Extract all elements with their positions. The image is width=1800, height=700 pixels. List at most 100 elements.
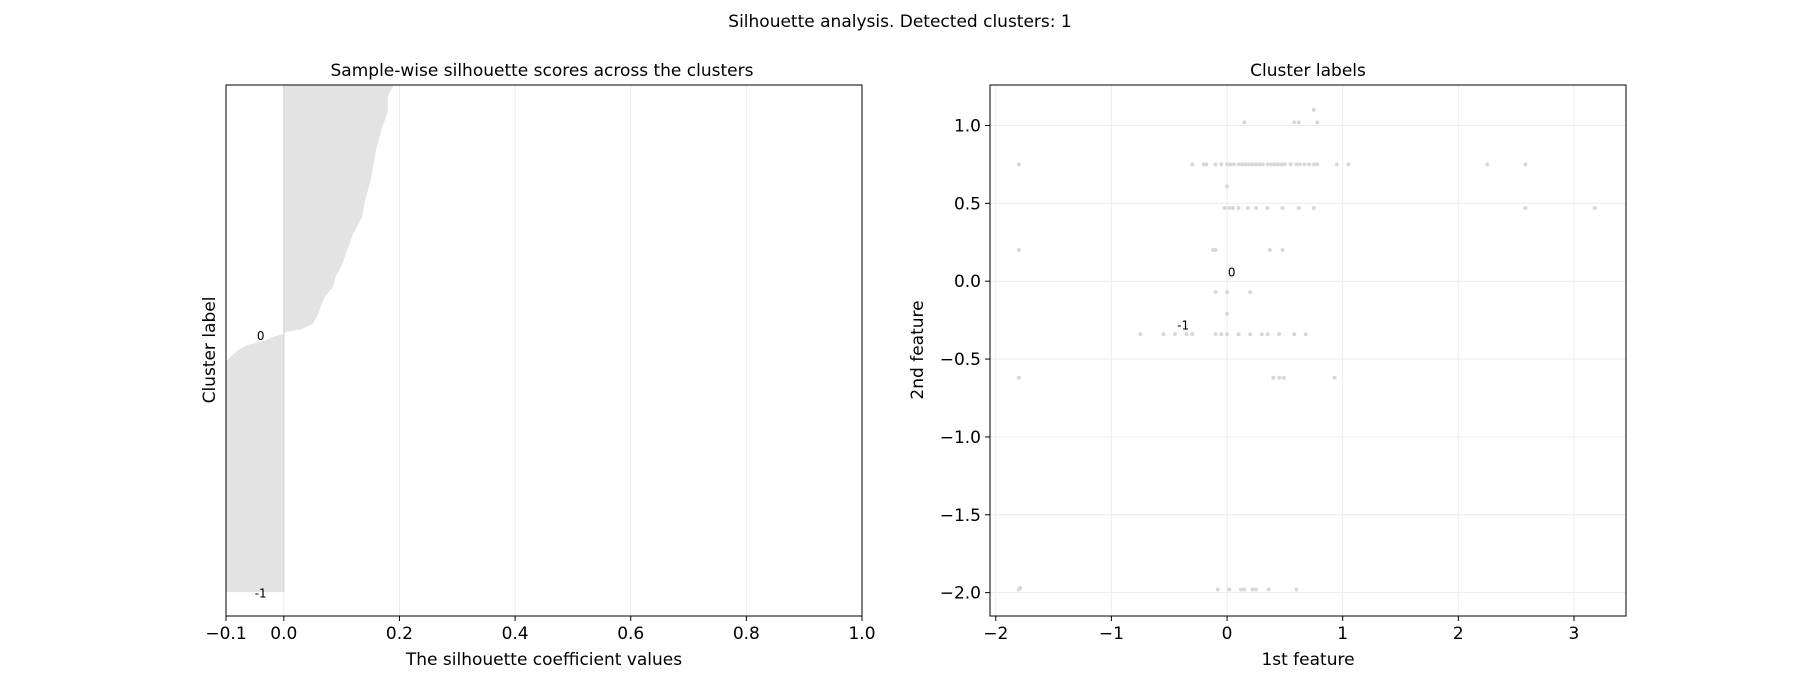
scatter-point	[1253, 162, 1258, 167]
scatter-point	[1242, 587, 1247, 592]
scatter-point	[1259, 332, 1264, 337]
left-x-axis-label: The silhouette coefficient values	[405, 650, 682, 670]
scatter-point	[1190, 162, 1195, 167]
scatter-point	[1268, 162, 1273, 167]
scatter-point	[1280, 248, 1285, 253]
left-x-tick-label: 1.0	[848, 624, 875, 644]
scatter-point	[1250, 162, 1255, 167]
right-x-tick-label: 3	[1569, 624, 1580, 644]
right-x-tick-label: −1	[1099, 624, 1124, 644]
scatter-point	[1260, 162, 1265, 167]
scatter-point	[1257, 162, 1262, 167]
scatter-point	[1288, 162, 1293, 167]
silhouette-panel: Sample-wise silhouette scores across the…	[200, 61, 876, 670]
scatter-point	[1248, 332, 1253, 337]
left-x-tick-label: −0.1	[205, 624, 246, 644]
scatter-point	[1242, 120, 1247, 125]
scatter-point	[1523, 162, 1528, 167]
scatter-point	[1161, 332, 1166, 337]
scatter-points	[1016, 107, 1597, 592]
scatter-point	[1225, 290, 1230, 295]
scatter-point	[1016, 162, 1021, 167]
scatter-point	[1277, 375, 1282, 380]
scatter-point	[1485, 162, 1490, 167]
scatter-point	[1225, 184, 1230, 189]
left-axes-frame	[225, 84, 863, 617]
right-y-tick-label: −2.0	[940, 584, 981, 604]
right-x-axis-label: 1st feature	[1261, 650, 1354, 670]
scatter-point	[1227, 206, 1232, 211]
scatter-point	[1267, 248, 1272, 253]
figure-suptitle: Silhouette analysis. Detected clusters: …	[728, 12, 1071, 32]
left-x-tick-label: 0.4	[502, 624, 529, 644]
silhouette-area	[226, 85, 394, 593]
scatter-point	[1227, 587, 1232, 592]
right-cluster-annotations: 0 -1	[1177, 266, 1235, 333]
scatter-point	[1248, 290, 1253, 295]
scatter-point	[1303, 332, 1308, 337]
left-x-tick-label: 0.2	[386, 624, 413, 644]
scatter-point	[1297, 162, 1302, 167]
scatter-point	[1311, 162, 1316, 167]
scatter-point	[1236, 206, 1241, 211]
right-axes-frame	[989, 84, 1627, 617]
silhouette-cluster-label: -1	[255, 586, 267, 600]
scatter-point	[1190, 332, 1195, 337]
right-y-tick-label: 0.5	[954, 194, 981, 214]
scatter-point	[1236, 332, 1241, 337]
scatter-point	[1292, 332, 1297, 337]
scatter-point	[1332, 375, 1337, 380]
left-panel-title: Sample-wise silhouette scores across the…	[331, 61, 754, 81]
scatter-point	[1279, 162, 1284, 167]
scatter-point	[1236, 162, 1241, 167]
scatter-point	[1277, 332, 1282, 337]
scatter-point	[1184, 332, 1189, 337]
scatter-point	[1240, 162, 1245, 167]
scatter-point	[1213, 162, 1218, 167]
scatter-point	[1271, 375, 1276, 380]
right-x-tick-label: −2	[983, 624, 1008, 644]
scatter-point	[1296, 206, 1301, 211]
left-x-tick-label: 0.0	[270, 624, 297, 644]
scatter-point	[1253, 587, 1258, 592]
scatter-point	[1225, 332, 1230, 337]
scatter-point	[1346, 162, 1351, 167]
scatter-point	[1222, 206, 1227, 211]
scatter-point	[1245, 206, 1250, 211]
scatter-point	[1281, 375, 1286, 380]
scatter-point	[1292, 120, 1297, 125]
left-x-ticks: −0.1 0.0 0.2 0.4 0.6 0.8 1.0	[205, 616, 876, 644]
scatter-point	[1280, 206, 1285, 211]
scatter-point	[1265, 206, 1270, 211]
scatter-point	[1294, 162, 1299, 167]
right-grid	[990, 85, 1626, 616]
right-y-tick-label: −0.5	[940, 350, 981, 370]
scatter-point	[1173, 332, 1178, 337]
scatter-point	[1311, 206, 1316, 211]
right-y-tick-label: 0.0	[954, 272, 981, 292]
scatter-point	[1138, 332, 1143, 337]
left-y-axis-label: Cluster label	[200, 297, 220, 404]
scatter-point	[1275, 162, 1280, 167]
scatter-point	[1238, 587, 1243, 592]
left-x-tick-label: 0.8	[733, 624, 760, 644]
scatter-point	[1266, 587, 1271, 592]
right-x-tick-label: 0	[1222, 624, 1233, 644]
scatter-panel: Cluster labels 0 -1 −2 −1 0 1 2 3 1.0 0.5 0.0 −0.…	[908, 61, 1627, 670]
scatter-point	[1016, 375, 1021, 380]
right-y-ticks: 1.0 0.5 0.0 −0.5 −1.0 −1.5 −2.0	[940, 116, 990, 604]
right-y-tick-label: −1.5	[940, 506, 981, 526]
scatter-point	[1016, 248, 1021, 253]
scatter-point	[1265, 162, 1270, 167]
scatter-point	[1282, 162, 1287, 167]
scatter-point	[1315, 120, 1320, 125]
scatter-point	[1250, 587, 1255, 592]
silhouette-cluster-label: 0	[257, 329, 265, 343]
scatter-cluster-annotation: -1	[1177, 318, 1189, 332]
scatter-point	[1265, 332, 1270, 337]
scatter-point	[1215, 587, 1220, 592]
right-x-ticks: −2 −1 0 1 2 3	[983, 616, 1579, 644]
scatter-point	[1213, 248, 1218, 253]
scatter-cluster-annotation: 0	[1228, 266, 1236, 280]
